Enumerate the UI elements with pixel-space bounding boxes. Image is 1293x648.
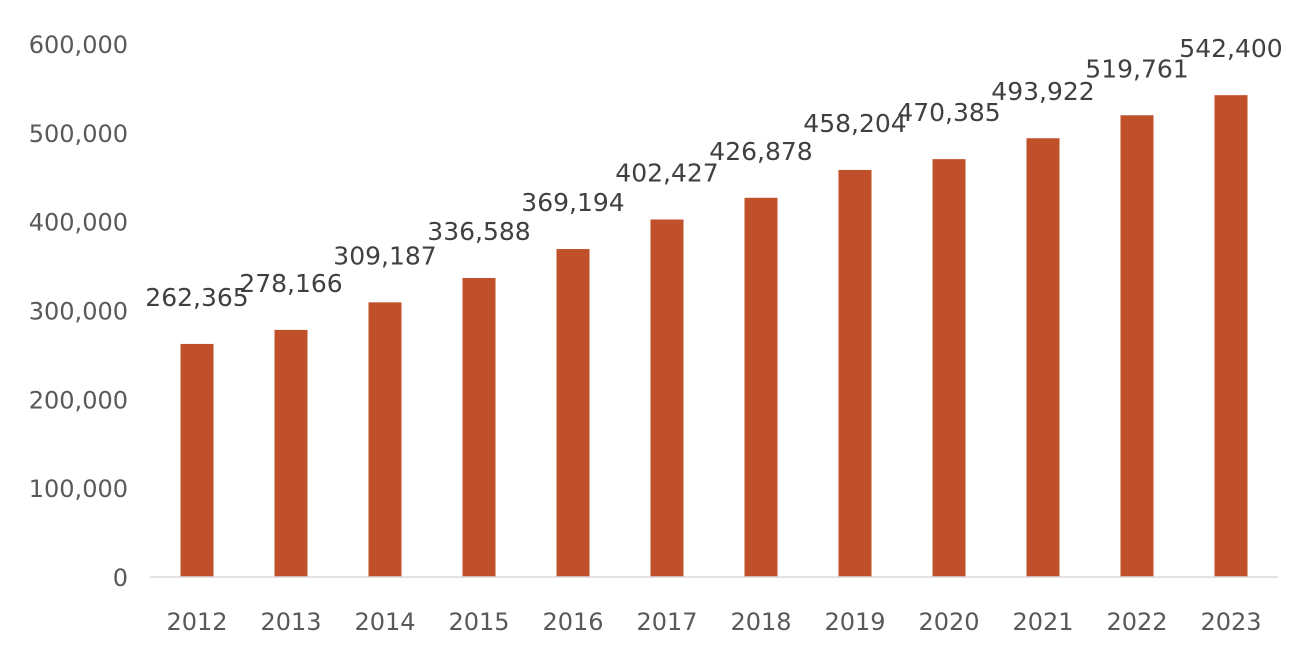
- bars-group: [180, 95, 1248, 578]
- data-label-2018: 426,878: [709, 137, 812, 166]
- x-tick-label: 2019: [824, 608, 885, 636]
- y-tick-label: 500,000: [29, 120, 128, 148]
- bar-2016: [556, 249, 590, 578]
- bar-2012: [180, 343, 214, 577]
- bar-2020: [932, 159, 966, 577]
- y-tick-label: 100,000: [29, 475, 128, 503]
- bar-2015: [462, 277, 496, 577]
- bar-2023: [1214, 95, 1248, 577]
- data-label-2020: 470,385: [897, 98, 1000, 127]
- data-label-2014: 309,187: [333, 241, 436, 270]
- data-label-2021: 493,922: [991, 77, 1094, 106]
- x-tick-label: 2023: [1200, 608, 1261, 636]
- x-tick-label: 2022: [1106, 608, 1167, 636]
- x-tick-label: 2021: [1012, 608, 1073, 636]
- bar-2022: [1120, 115, 1154, 577]
- data-label-2019: 458,204: [803, 109, 906, 138]
- x-tick-label: 2017: [636, 608, 697, 636]
- x-tick-label: 2014: [354, 608, 415, 636]
- y-tick-label: 0: [113, 564, 128, 592]
- x-tick-label: 2013: [260, 608, 321, 636]
- data-label-2013: 278,166: [239, 269, 342, 298]
- bar-2019: [838, 169, 872, 578]
- y-tick-label: 200,000: [29, 386, 128, 414]
- data-label-2023: 542,400: [1179, 34, 1282, 63]
- bar-2017: [650, 219, 684, 577]
- x-axis: 2012 2013 2014 2015 2016 2017 2018 2019 2020 2021…: [150, 576, 1278, 636]
- x-tick-label: 2015: [448, 608, 509, 636]
- x-tick-label: 2016: [542, 608, 603, 636]
- bar-2013: [274, 329, 308, 577]
- x-tick-label: 2012: [166, 608, 227, 636]
- data-label-2016: 369,194: [521, 188, 624, 217]
- bar-2021: [1026, 138, 1060, 578]
- y-tick-label: 600,000: [29, 31, 128, 59]
- bar-2018: [744, 197, 778, 577]
- bar-2014: [368, 302, 402, 577]
- y-axis: 0 100,000 200,000 300,000 400,000 500,000 600,…: [29, 31, 128, 592]
- data-label-2017: 402,427: [615, 159, 718, 188]
- y-tick-label: 400,000: [29, 209, 128, 237]
- x-tick-label: 2020: [918, 608, 979, 636]
- x-tick-label: 2018: [730, 608, 791, 636]
- data-label-2015: 336,588: [427, 217, 530, 246]
- data-label-2012: 262,365: [145, 283, 248, 312]
- data-label-2022: 519,761: [1085, 54, 1188, 83]
- y-tick-label: 300,000: [29, 298, 128, 326]
- data-labels-group: 262,365278,166309,187336,588369,194402,4…: [145, 34, 1282, 312]
